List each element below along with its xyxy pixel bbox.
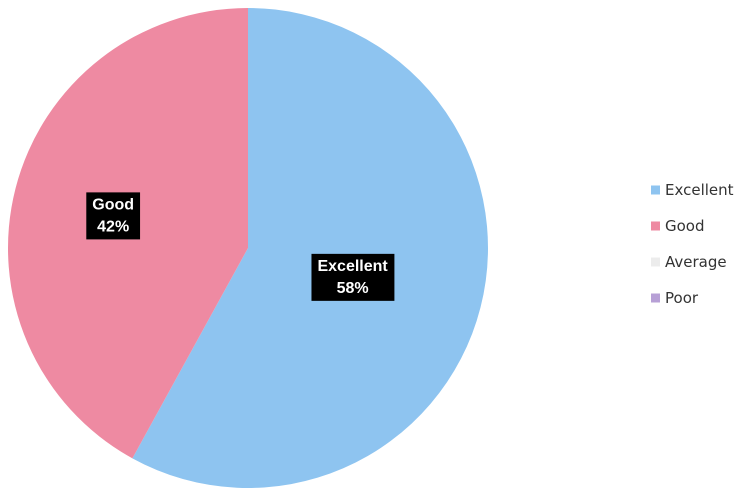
legend-swatch [651, 293, 660, 303]
data-label-excellent: Excellent 58% [311, 253, 395, 301]
legend-label: Poor [665, 289, 699, 307]
legend-label: Good [665, 217, 705, 235]
data-label-value: 42% [97, 218, 129, 235]
pie-slices [7, 7, 488, 488]
legend-swatch [651, 185, 660, 195]
legend-item-excellent: Excellent [651, 181, 734, 199]
pie-slice-excellent [132, 8, 488, 488]
chart-legend: Excellent Good Average Poor [651, 181, 734, 307]
data-label-category: Excellent [317, 258, 388, 275]
legend-item-poor: Poor [651, 289, 699, 307]
data-label-box [311, 253, 395, 301]
data-label-value: 58% [337, 280, 369, 297]
data-label-good: Good 42% [86, 192, 141, 240]
legend-swatch [651, 221, 660, 231]
legend-swatch [651, 257, 660, 267]
data-label-category: Good [92, 196, 134, 213]
legend-label: Excellent [665, 181, 734, 199]
legend-item-average: Average [651, 253, 727, 271]
data-label-box [86, 192, 141, 240]
legend-label: Average [665, 253, 727, 271]
pie-data-labels: Excellent 58% Good 42% [86, 192, 395, 301]
legend-item-good: Good [651, 217, 705, 235]
